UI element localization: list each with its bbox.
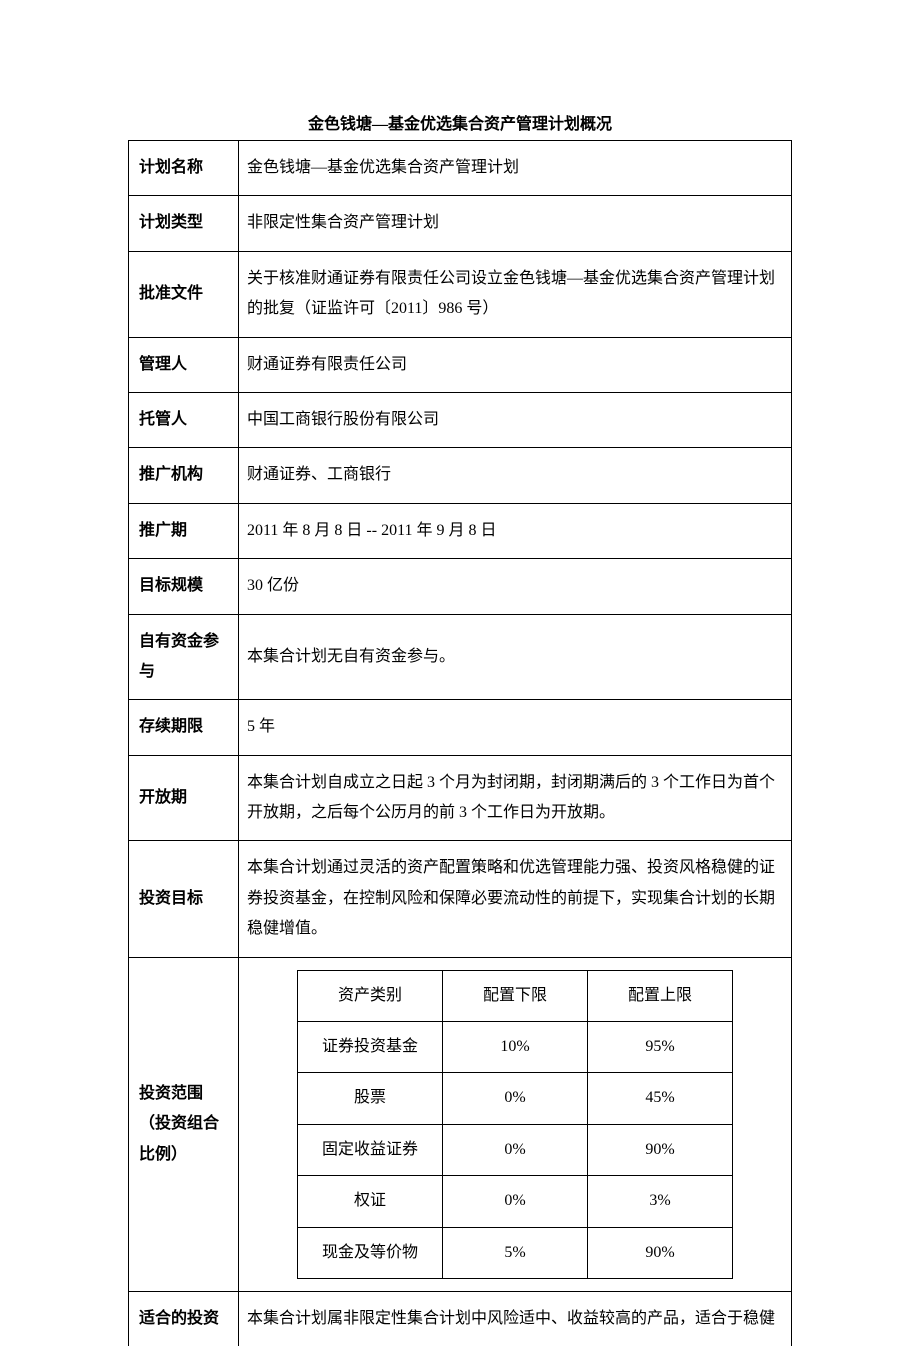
scope-lower: 0%	[443, 1124, 588, 1175]
label-custodian: 托管人	[129, 392, 239, 447]
scope-lower: 0%	[443, 1073, 588, 1124]
value-objective: 本集合计划通过灵活的资产配置策略和优选管理能力强、投资风格稳健的证券投资基金，在…	[239, 841, 792, 957]
value-scope: 资产类别 配置下限 配置上限 证券投资基金 10% 95%	[239, 957, 792, 1291]
value-promo-period: 2011 年 8 月 8 日 -- 2011 年 9 月 8 日	[239, 503, 792, 558]
label-promoter: 推广机构	[129, 448, 239, 503]
scope-header-lower: 配置下限	[443, 970, 588, 1021]
value-custodian: 中国工商银行股份有限公司	[239, 392, 792, 447]
row-own-funds: 自有资金参与 本集合计划无自有资金参与。	[129, 614, 792, 700]
label-open-period: 开放期	[129, 755, 239, 841]
row-target-size: 目标规模 30 亿份	[129, 559, 792, 614]
value-manager: 财通证券有限责任公司	[239, 337, 792, 392]
value-target-size: 30 亿份	[239, 559, 792, 614]
value-plan-name: 金色钱塘—基金优选集合资产管理计划	[239, 141, 792, 196]
label-manager: 管理人	[129, 337, 239, 392]
scope-upper: 90%	[588, 1124, 733, 1175]
row-plan-name: 计划名称 金色钱塘—基金优选集合资产管理计划	[129, 141, 792, 196]
row-promo-period: 推广期 2011 年 8 月 8 日 -- 2011 年 9 月 8 日	[129, 503, 792, 558]
label-own-funds: 自有资金参与	[129, 614, 239, 700]
scope-row: 证券投资基金 10% 95%	[298, 1022, 733, 1073]
row-duration: 存续期限 5 年	[129, 700, 792, 755]
label-plan-name: 计划名称	[129, 141, 239, 196]
row-custodian: 托管人 中国工商银行股份有限公司	[129, 392, 792, 447]
scope-upper: 90%	[588, 1227, 733, 1278]
row-plan-type: 计划类型 非限定性集合资产管理计划	[129, 196, 792, 251]
scope-header-asset: 资产类别	[298, 970, 443, 1021]
scope-upper: 95%	[588, 1022, 733, 1073]
label-duration: 存续期限	[129, 700, 239, 755]
document-title: 金色钱塘—基金优选集合资产管理计划概况	[128, 110, 792, 134]
value-duration: 5 年	[239, 700, 792, 755]
scope-asset: 现金及等价物	[298, 1227, 443, 1278]
overview-table: 计划名称 金色钱塘—基金优选集合资产管理计划 计划类型 非限定性集合资产管理计划…	[128, 140, 792, 1346]
document-page: 金色钱塘—基金优选集合资产管理计划概况 计划名称 金色钱塘—基金优选集合资产管理…	[0, 0, 920, 1346]
label-suitable: 适合的投资	[129, 1291, 239, 1346]
label-target-size: 目标规模	[129, 559, 239, 614]
scope-header-row: 资产类别 配置下限 配置上限	[298, 970, 733, 1021]
scope-row: 股票 0% 45%	[298, 1073, 733, 1124]
row-manager: 管理人 财通证券有限责任公司	[129, 337, 792, 392]
label-promo-period: 推广期	[129, 503, 239, 558]
value-own-funds: 本集合计划无自有资金参与。	[239, 614, 792, 700]
label-approval-doc: 批准文件	[129, 251, 239, 337]
row-approval-doc: 批准文件 关于核准财通证券有限责任公司设立金色钱塘—基金优选集合资产管理计划的批…	[129, 251, 792, 337]
scope-asset: 股票	[298, 1073, 443, 1124]
scope-header-upper: 配置上限	[588, 970, 733, 1021]
scope-asset: 权证	[298, 1176, 443, 1227]
value-suitable: 本集合计划属非限定性集合计划中风险适中、收益较高的产品，适合于稳健	[239, 1291, 792, 1346]
scope-row: 权证 0% 3%	[298, 1176, 733, 1227]
row-open-period: 开放期 本集合计划自成立之日起 3 个月为封闭期，封闭期满后的 3 个工作日为首…	[129, 755, 792, 841]
label-objective: 投资目标	[129, 841, 239, 957]
value-promoter: 财通证券、工商银行	[239, 448, 792, 503]
value-plan-type: 非限定性集合资产管理计划	[239, 196, 792, 251]
label-scope: 投资范围（投资组合比例）	[129, 957, 239, 1291]
value-approval-doc: 关于核准财通证券有限责任公司设立金色钱塘—基金优选集合资产管理计划的批复（证监许…	[239, 251, 792, 337]
scope-row: 固定收益证券 0% 90%	[298, 1124, 733, 1175]
row-suitable: 适合的投资 本集合计划属非限定性集合计划中风险适中、收益较高的产品，适合于稳健	[129, 1291, 792, 1346]
row-objective: 投资目标 本集合计划通过灵活的资产配置策略和优选管理能力强、投资风格稳健的证券投…	[129, 841, 792, 957]
scope-upper: 3%	[588, 1176, 733, 1227]
scope-lower: 10%	[443, 1022, 588, 1073]
scope-row: 现金及等价物 5% 90%	[298, 1227, 733, 1278]
row-promoter: 推广机构 财通证券、工商银行	[129, 448, 792, 503]
label-plan-type: 计划类型	[129, 196, 239, 251]
value-open-period: 本集合计划自成立之日起 3 个月为封闭期，封闭期满后的 3 个工作日为首个开放期…	[239, 755, 792, 841]
scope-lower: 5%	[443, 1227, 588, 1278]
row-scope: 投资范围（投资组合比例） 资产类别	[129, 957, 792, 1291]
scope-asset: 证券投资基金	[298, 1022, 443, 1073]
scope-upper: 45%	[588, 1073, 733, 1124]
scope-asset: 固定收益证券	[298, 1124, 443, 1175]
scope-table: 资产类别 配置下限 配置上限 证券投资基金 10% 95%	[297, 970, 733, 1279]
scope-lower: 0%	[443, 1176, 588, 1227]
